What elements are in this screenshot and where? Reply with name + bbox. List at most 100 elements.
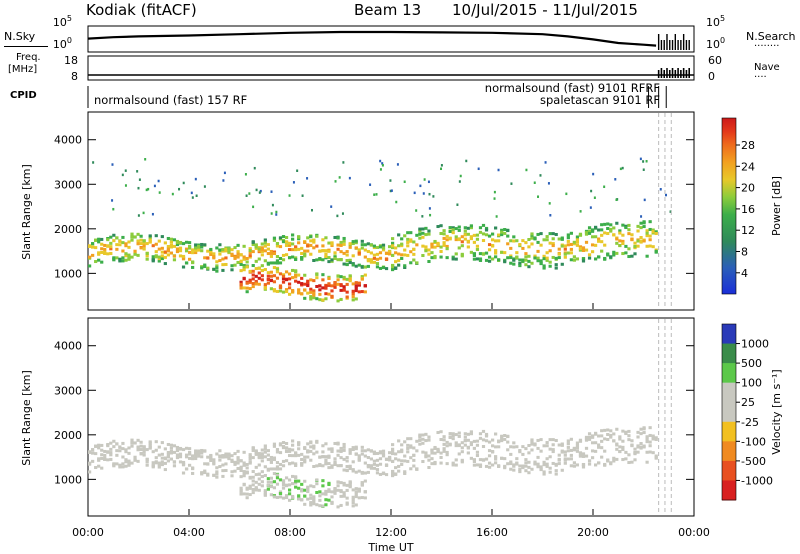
power-cell	[536, 240, 540, 244]
power-cell	[590, 250, 595, 254]
velocity-cell	[600, 429, 604, 433]
power-cell	[551, 244, 555, 248]
power-cell	[124, 254, 128, 258]
velocity-cell	[260, 480, 264, 484]
power-cell	[266, 247, 270, 251]
power-cell	[509, 254, 513, 258]
power-cell	[181, 265, 186, 269]
velocity-cell	[239, 475, 243, 479]
power-cell	[403, 253, 407, 257]
power-cell	[557, 256, 561, 260]
velocity-cell	[357, 469, 361, 473]
power-cell	[418, 232, 422, 236]
power-cell	[253, 166, 256, 170]
velocity-cell	[291, 448, 295, 452]
velocity-cell	[536, 438, 540, 442]
velocity-cell	[648, 433, 652, 437]
velocity-cell	[603, 437, 607, 441]
power-cell	[539, 262, 543, 266]
velocity-cell	[339, 481, 343, 485]
power-cell	[94, 238, 98, 242]
velocity-cell	[384, 457, 389, 461]
velocity-cell	[236, 449, 240, 453]
velocity-cell	[357, 489, 361, 493]
velocity-cell	[181, 448, 186, 452]
power-cell	[348, 279, 352, 283]
power-cell	[275, 213, 278, 216]
power-cell	[248, 280, 252, 284]
power-cell	[627, 247, 631, 251]
power-cell	[497, 168, 500, 172]
velocity-cell	[345, 488, 349, 492]
power-cell	[615, 251, 619, 255]
velocity-cell	[651, 451, 655, 455]
velocity-cell	[121, 462, 125, 466]
velocity-cell	[94, 466, 98, 470]
velocity-cell	[287, 483, 292, 487]
power-cell	[266, 271, 270, 275]
power-cell	[284, 240, 289, 244]
velocity-cell	[324, 442, 328, 446]
power-cell	[669, 210, 672, 213]
power-cell	[333, 283, 337, 287]
xlabel: Time UT	[367, 541, 413, 554]
velocity-cell	[466, 451, 470, 455]
power-cell	[272, 274, 277, 278]
velocity-cell	[563, 450, 567, 454]
power-cell	[587, 226, 592, 230]
velocity-cell	[490, 444, 495, 448]
power-cell	[378, 251, 383, 255]
velocity-cell	[345, 465, 349, 469]
power-cell	[157, 255, 161, 259]
xtick-label: 00:00	[678, 526, 710, 539]
velocity-cell	[297, 486, 301, 490]
velocity-cell	[515, 462, 519, 466]
velocity-cell	[551, 461, 555, 465]
power-cell	[433, 245, 437, 249]
power-cell	[254, 282, 258, 286]
velocity-cell	[109, 457, 113, 461]
power-cell	[563, 244, 567, 248]
velocity-cell	[627, 453, 631, 457]
power-cell	[254, 244, 258, 248]
velocity-cell	[572, 464, 576, 468]
power-cell	[160, 250, 164, 254]
power-cell	[615, 241, 619, 245]
power-cell	[339, 258, 343, 262]
power-cell	[91, 245, 95, 249]
velocity-cell	[133, 441, 137, 445]
velocity-cell	[509, 462, 513, 466]
velocity-cell	[451, 432, 455, 436]
velocity-cell	[191, 457, 195, 461]
velocity-cell	[345, 456, 349, 460]
power-cell	[592, 172, 595, 176]
power-cell	[597, 239, 601, 243]
velocity-cell	[115, 442, 119, 446]
power-cell	[327, 249, 331, 253]
velocity-cell	[218, 454, 222, 458]
velocity-cell	[454, 463, 458, 467]
power-cell	[430, 245, 434, 249]
power-cell	[357, 290, 361, 294]
power-cell	[354, 239, 358, 243]
velocity-cell	[327, 483, 331, 487]
power-cell	[512, 262, 516, 266]
power-cell	[345, 259, 349, 263]
velocity-cell	[175, 456, 180, 460]
freq-panel-frame	[87, 55, 695, 81]
power-cell	[478, 230, 483, 234]
power-cell	[506, 256, 510, 260]
velocity-cell	[297, 447, 301, 451]
velocity-cell	[248, 453, 252, 457]
power-cell	[545, 258, 549, 262]
velocity-cell	[421, 450, 425, 454]
power-cell	[130, 232, 134, 236]
power-cell	[391, 253, 395, 257]
power-cell	[306, 249, 310, 253]
power-cell	[233, 256, 237, 260]
velocity-cell	[97, 457, 101, 461]
velocity-cell	[351, 504, 355, 508]
velocity-cell	[430, 457, 434, 461]
velocity-cell	[578, 453, 583, 457]
velocity-cbar-segment	[722, 363, 736, 384]
